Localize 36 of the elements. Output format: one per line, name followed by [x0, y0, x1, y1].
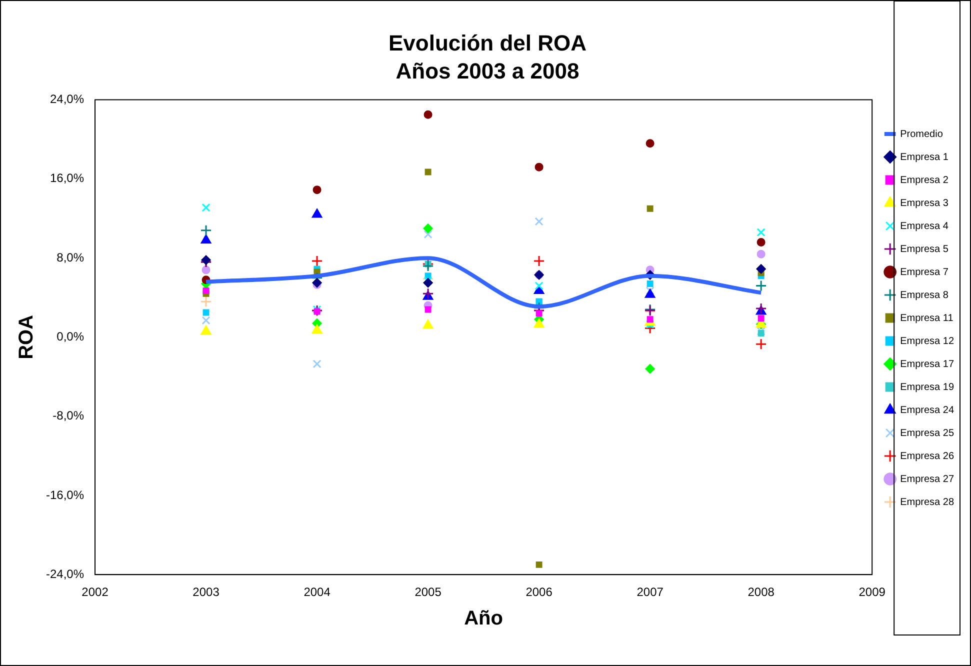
legend-label: Empresa 8 [900, 290, 949, 301]
y-tick-label: -24,0% [46, 566, 84, 581]
x-tick-label: 2008 [748, 585, 775, 600]
legend-label: Empresa 5 [900, 244, 949, 255]
y-tick-label: 16,0% [50, 171, 84, 186]
legend-label: Empresa 4 [900, 220, 949, 232]
x-tick-label: 2002 [82, 585, 109, 600]
legend-label: Empresa 11 [900, 312, 954, 324]
x-tick-label: 2005 [414, 585, 442, 600]
legend-label: Empresa 27 [900, 474, 954, 485]
y-tick-label: -16,0% [46, 488, 84, 502]
y-axis-title: ROA [16, 314, 38, 360]
legend-label: Empresa 1 [900, 152, 949, 163]
x-tick-label: 2003 [192, 585, 220, 600]
chart-subtitle: Años 2003 a 2008 [396, 58, 580, 84]
y-tick-label: 8,0% [56, 250, 84, 264]
legend-label: Empresa 17 [900, 358, 954, 370]
x-tick-label: 2004 [304, 585, 331, 600]
y-tick-label: 24,0% [50, 92, 84, 106]
legend-label: Empresa 7 [900, 266, 949, 278]
chart-title: Evolución del ROA [388, 30, 587, 56]
x-tick-label: 2009 [858, 585, 886, 600]
legend-label: Empresa 3 [900, 198, 949, 209]
legend-label: Empresa 12 [900, 336, 954, 347]
legend-label: Empresa 26 [900, 450, 954, 462]
legend-label: Empresa 28 [900, 496, 954, 508]
x-tick-label: 2006 [526, 585, 553, 600]
legend-label: Empresa 25 [900, 428, 954, 439]
legend-label: Empresa 24 [900, 404, 954, 416]
y-tick-label: 0,0% [56, 330, 84, 344]
legend-label: Promedio [900, 128, 944, 140]
y-tick-label: -8,0% [52, 408, 84, 423]
legend-label: Empresa 2 [900, 174, 949, 186]
legend-label: Empresa 19 [900, 382, 954, 393]
x-axis-title: Año [464, 608, 503, 630]
x-tick-label: 2007 [636, 585, 664, 600]
